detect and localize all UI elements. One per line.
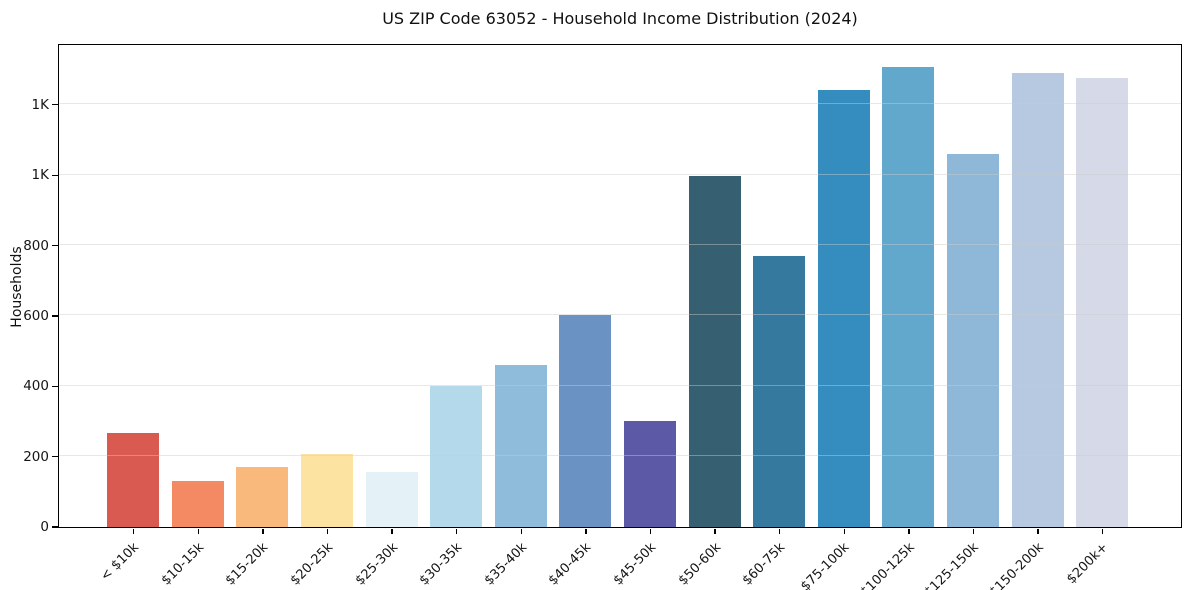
chart-title: US ZIP Code 63052 - Household Income Dis… [382, 9, 858, 28]
x-tick-mark [585, 528, 587, 534]
x-tick-mark [972, 528, 975, 534]
gridline [58, 384, 1181, 386]
y-tick-label: 0 [40, 519, 49, 535]
x-tick-mark [1102, 528, 1104, 534]
x-tick-mark [456, 528, 458, 534]
y-tick-mark [52, 315, 58, 317]
bar-$35-40k [494, 364, 547, 527]
x-tick-mark [133, 528, 135, 534]
bar-$125-150k [947, 153, 999, 527]
x-tick-mark [520, 528, 522, 534]
bar-$150-200k [1011, 72, 1064, 527]
x-tick-mark [714, 528, 716, 534]
x-tick-mark [197, 528, 199, 534]
x-tick-mark [262, 528, 264, 534]
bar-$200k+ [1076, 77, 1129, 527]
y-tick-mark [52, 455, 58, 458]
x-tick-mark [391, 528, 393, 534]
bar-$30-35k [430, 385, 483, 527]
x-tick-mark [326, 528, 329, 534]
bar-$40-45k [559, 315, 612, 527]
gridline [58, 314, 1181, 316]
bar-$45-50k [624, 420, 676, 527]
x-tick-mark [843, 528, 845, 534]
y-tick-mark [52, 174, 58, 176]
bar-$20-25k [301, 454, 353, 527]
bar-$10-15k [171, 480, 224, 527]
gridline [58, 454, 1181, 457]
y-tick-label: 400 [23, 378, 49, 395]
y-tick-mark [52, 104, 58, 106]
bar-$25-30k [365, 471, 418, 527]
y-tick-label: 600 [23, 307, 49, 324]
gridline [58, 243, 1181, 246]
y-tick-mark [52, 526, 58, 528]
y-tick-mark [52, 244, 58, 247]
x-tick-mark [649, 528, 652, 534]
bar-$75-100k [817, 90, 870, 527]
bar-$50-60k [688, 176, 741, 527]
x-tick-mark [779, 528, 781, 534]
y-tick-label: 1K [31, 167, 49, 184]
gridline [58, 103, 1181, 105]
x-tick-mark [908, 528, 910, 534]
bar-$15-20k [236, 466, 289, 527]
y-tick-label: 1K [31, 96, 49, 113]
plot-area [57, 43, 1182, 528]
bar-< $10k [107, 433, 160, 527]
x-tick-mark [1037, 528, 1039, 534]
y-tick-label: 200 [23, 448, 49, 465]
y-tick-mark [52, 385, 58, 387]
y-tick-label: 800 [23, 237, 49, 254]
gridline [58, 173, 1181, 175]
bar-$60-75k [753, 255, 806, 527]
bar-$100-125k [882, 67, 935, 527]
